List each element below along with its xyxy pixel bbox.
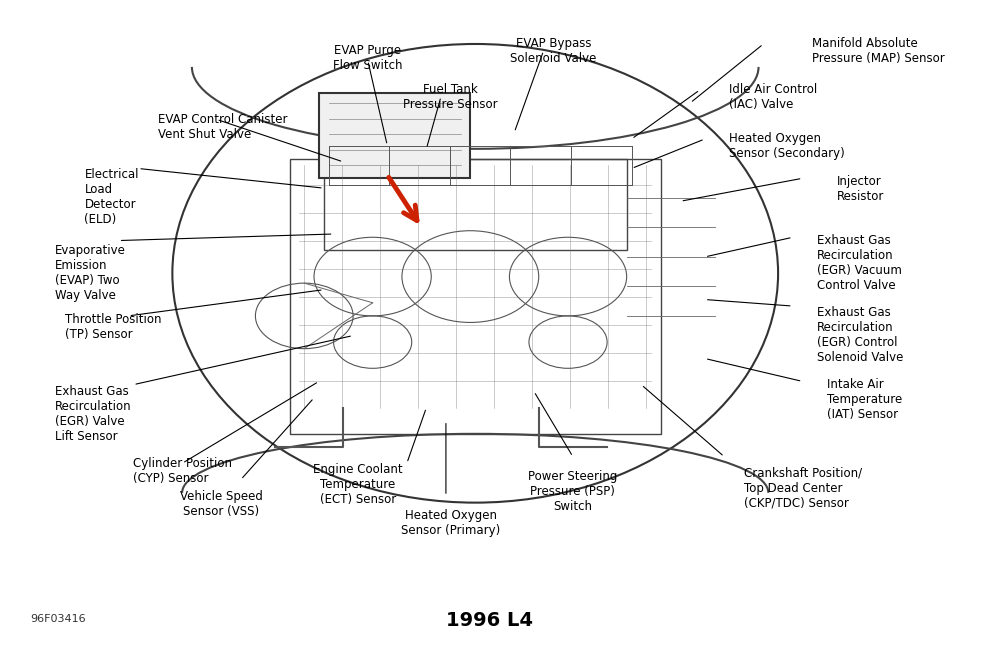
- Text: Fuel Tank
Pressure Sensor: Fuel Tank Pressure Sensor: [403, 84, 498, 111]
- Text: Exhaust Gas
Recirculation
(EGR) Control
Solenoid Valve: Exhaust Gas Recirculation (EGR) Control …: [817, 306, 903, 364]
- Text: 96F03416: 96F03416: [30, 614, 87, 624]
- Bar: [318, 93, 470, 178]
- Text: Vehicle Speed
Sensor (VSS): Vehicle Speed Sensor (VSS): [180, 490, 262, 518]
- Text: Evaporative
Emission
(EVAP) Two
Way Valve: Evaporative Emission (EVAP) Two Way Valv…: [55, 244, 126, 302]
- Text: 1996 L4: 1996 L4: [446, 611, 534, 630]
- Text: Exhaust Gas
Recirculation
(EGR) Valve
Lift Sensor: Exhaust Gas Recirculation (EGR) Valve Li…: [55, 385, 132, 443]
- Bar: [323, 159, 626, 251]
- Text: Injector
Resistor: Injector Resistor: [837, 175, 884, 203]
- Text: Manifold Absolute
Pressure (MAP) Sensor: Manifold Absolute Pressure (MAP) Sensor: [812, 38, 945, 65]
- Text: Heated Oxygen
Sensor (Primary): Heated Oxygen Sensor (Primary): [401, 509, 500, 537]
- Text: Heated Oxygen
Sensor (Secondary): Heated Oxygen Sensor (Secondary): [729, 132, 845, 161]
- Text: EVAP Purge
Flow Switch: EVAP Purge Flow Switch: [333, 44, 402, 72]
- Text: Crankshaft Position/
Top Dead Center
(CKP/TDC) Sensor: Crankshaft Position/ Top Dead Center (CK…: [744, 467, 862, 509]
- Text: Electrical
Load
Detector
(ELD): Electrical Load Detector (ELD): [85, 168, 139, 226]
- Text: Power Steering
Pressure (PSP)
Switch: Power Steering Pressure (PSP) Switch: [528, 470, 617, 513]
- Text: EVAP Control Canister
Vent Shut Valve: EVAP Control Canister Vent Shut Valve: [157, 113, 287, 141]
- Text: Engine Coolant
Temperature
(ECT) Sensor: Engine Coolant Temperature (ECT) Sensor: [314, 463, 403, 506]
- Bar: [290, 159, 661, 434]
- Text: Exhaust Gas
Recirculation
(EGR) Vacuum
Control Valve: Exhaust Gas Recirculation (EGR) Vacuum C…: [817, 234, 902, 292]
- Text: Idle Air Control
(IAC) Valve: Idle Air Control (IAC) Valve: [729, 84, 818, 111]
- Text: Intake Air
Temperature
(IAT) Sensor: Intake Air Temperature (IAT) Sensor: [827, 378, 902, 421]
- Text: Throttle Position
(TP) Sensor: Throttle Position (TP) Sensor: [65, 313, 161, 341]
- Text: Cylinder Position
(CYP) Sensor: Cylinder Position (CYP) Sensor: [134, 457, 232, 485]
- Text: EVAP Bypass
Solenoid Valve: EVAP Bypass Solenoid Valve: [510, 38, 597, 65]
